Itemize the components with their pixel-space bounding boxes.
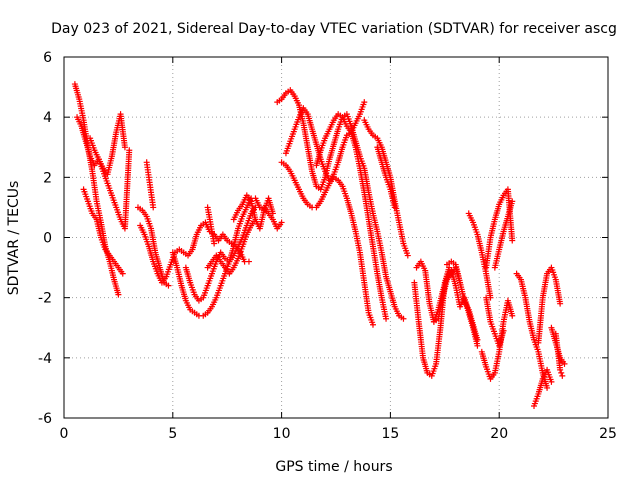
data-point	[474, 342, 481, 349]
data-point	[404, 252, 411, 259]
y-tick-label: 0	[43, 231, 52, 247]
x-tick-label: 0	[60, 426, 69, 442]
y-tick-label: 4	[43, 110, 52, 126]
data-point	[165, 282, 172, 289]
y-tick-label: -6	[38, 411, 52, 427]
data-point	[548, 378, 555, 385]
y-tick-label: 2	[43, 170, 52, 186]
x-tick-label: 5	[168, 426, 177, 442]
data-point	[509, 198, 516, 205]
data-point-interp	[558, 369, 565, 376]
y-tick-label: -4	[38, 351, 52, 367]
data-point	[400, 315, 407, 322]
data-point	[559, 372, 566, 379]
x-tick-label: 10	[273, 426, 291, 442]
chart-title: Day 023 of 2021, Sidereal Day-to-day VTE…	[51, 21, 617, 37]
data-point	[561, 360, 568, 367]
data-point	[544, 384, 551, 391]
data-point	[115, 291, 122, 298]
data-point	[557, 300, 564, 307]
data-point	[557, 366, 564, 373]
data-point	[383, 315, 390, 322]
data-point	[474, 336, 481, 343]
data-point	[150, 204, 157, 211]
data-point	[509, 237, 516, 244]
x-tick-label: 25	[599, 426, 617, 442]
y-tick-label: 6	[43, 50, 52, 66]
data-point	[121, 144, 128, 151]
data-point	[119, 270, 126, 277]
data-point	[509, 312, 516, 319]
x-tick-label: 15	[381, 426, 399, 442]
data-point	[211, 240, 218, 247]
data-point	[269, 210, 276, 217]
data-point	[361, 99, 368, 106]
x-tick-label: 20	[490, 426, 508, 442]
y-axis-label: SDTVAR / TECUs	[6, 181, 22, 296]
data-point	[500, 327, 507, 334]
y-tick-label: -2	[38, 291, 52, 307]
data-point	[278, 219, 285, 226]
data-point	[391, 204, 398, 211]
data-point	[369, 321, 376, 328]
data-point	[245, 258, 252, 265]
data-point	[126, 147, 133, 154]
x-axis-label: GPS time / hours	[275, 459, 392, 475]
